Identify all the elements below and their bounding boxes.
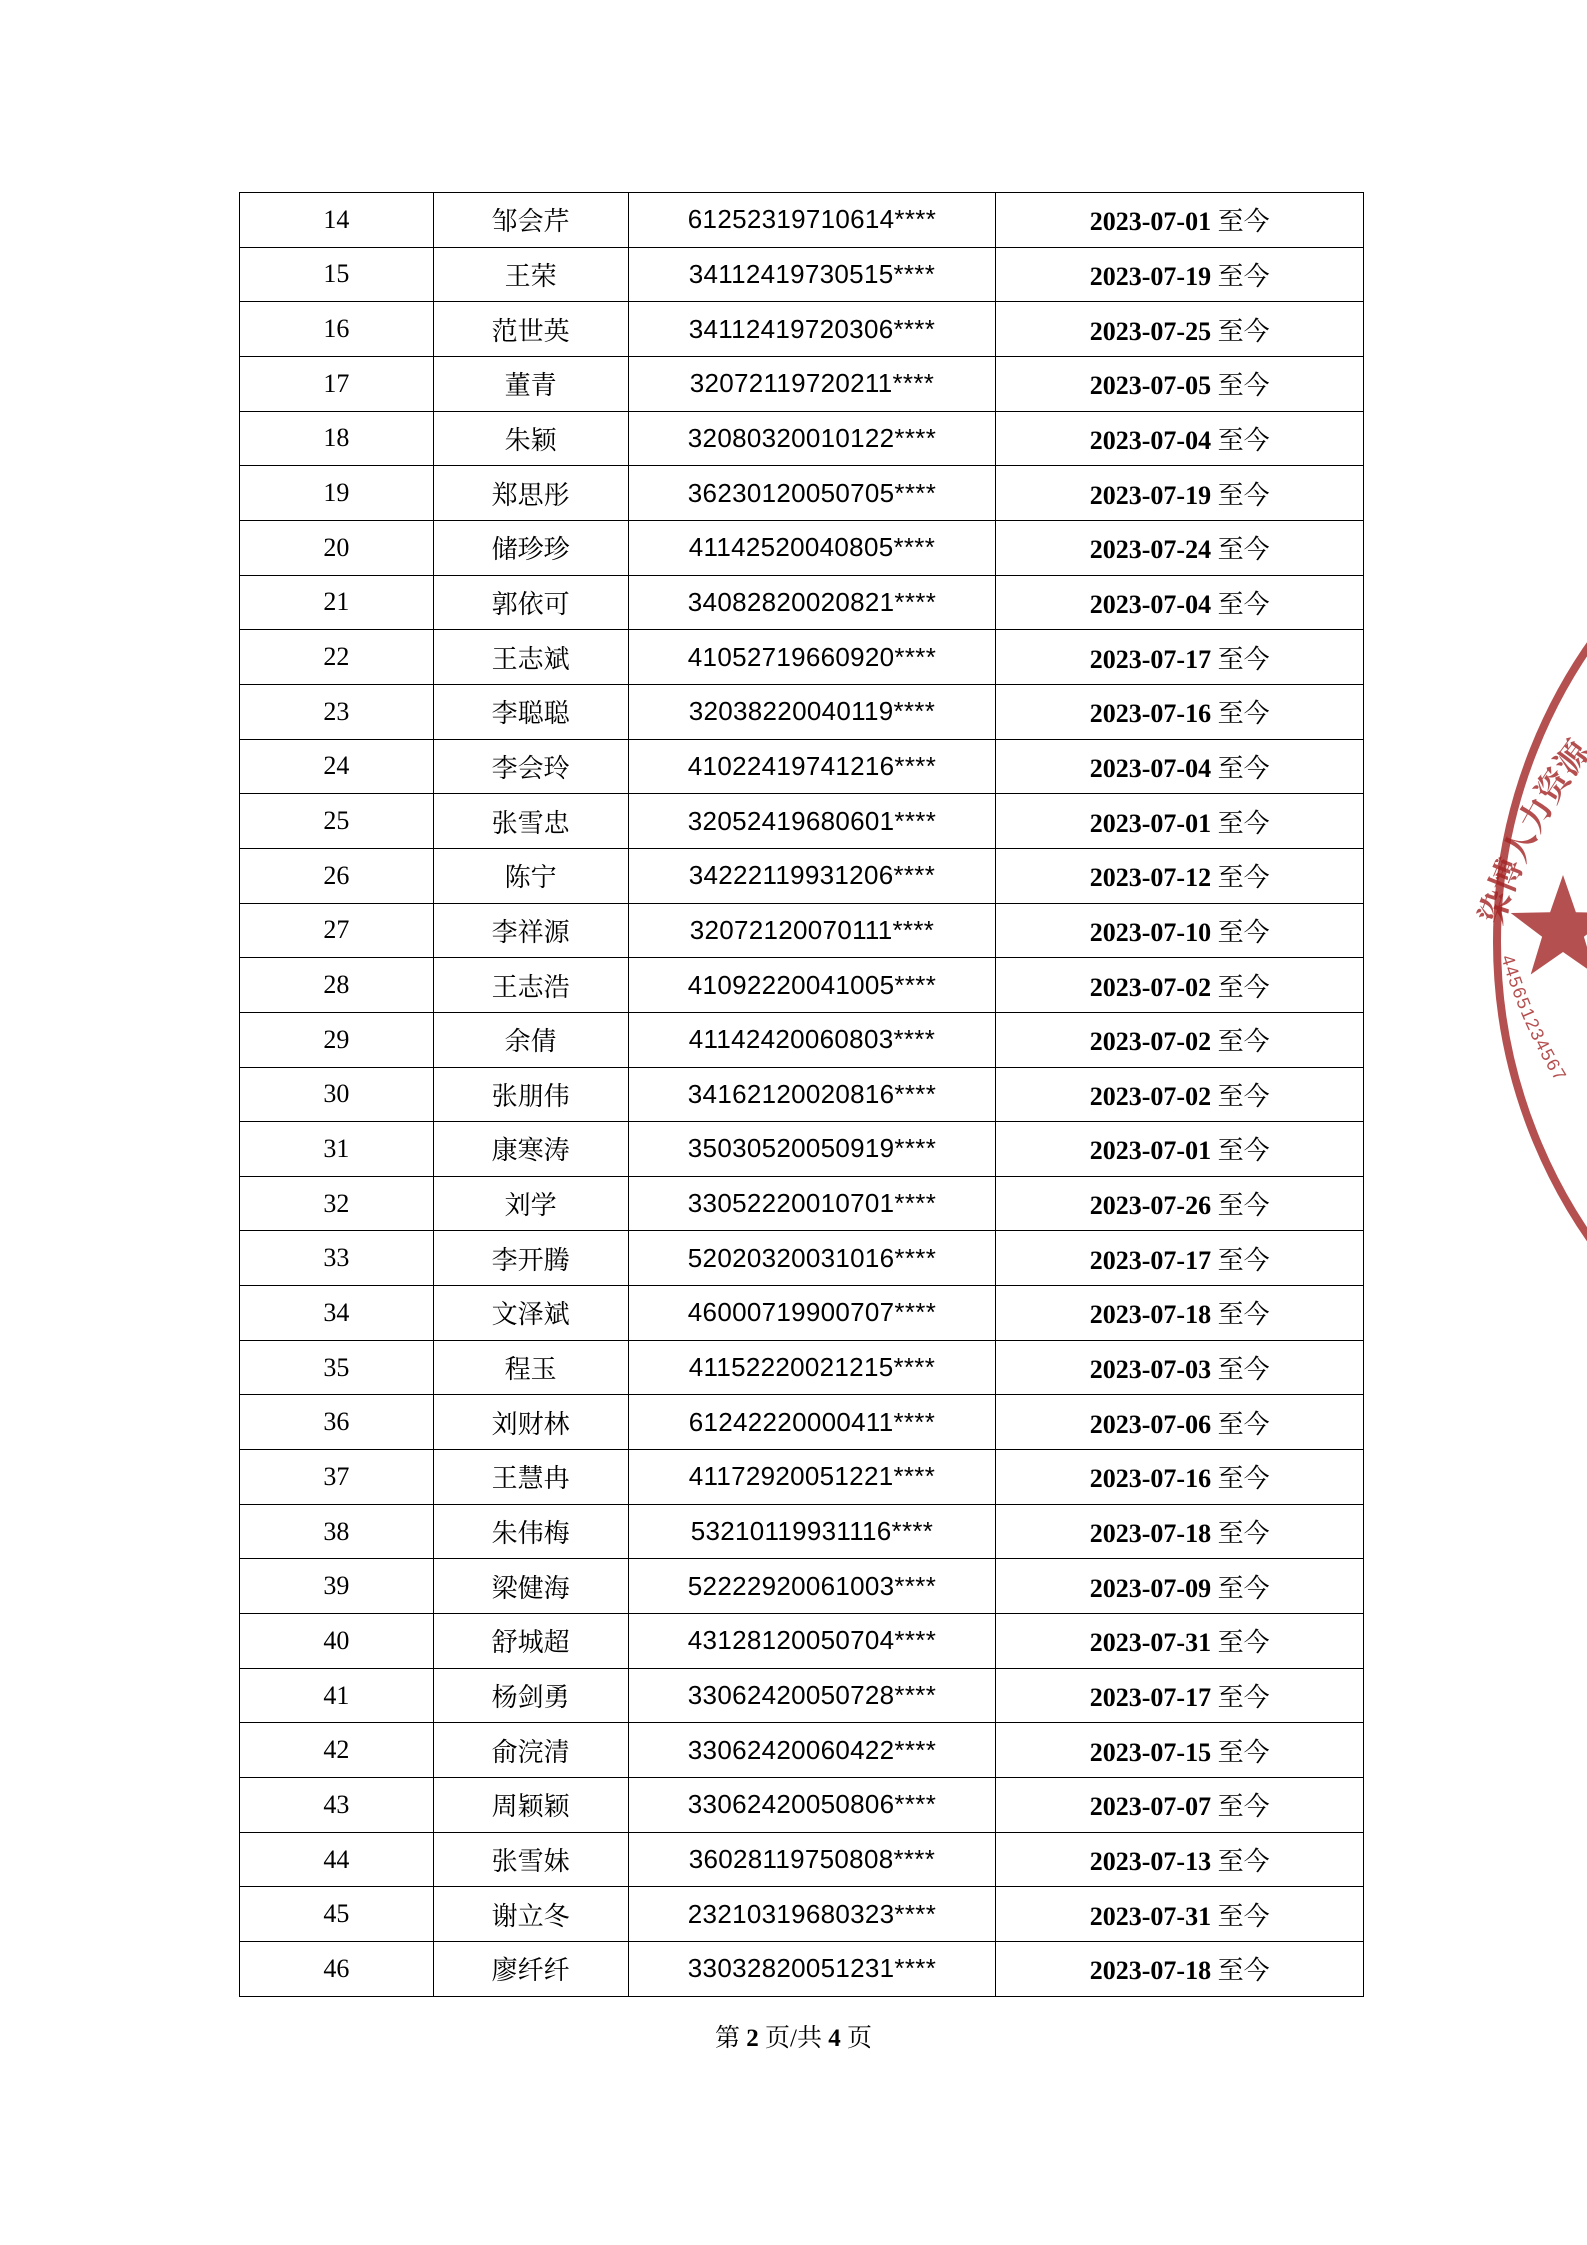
svg-text:445651234567: 445651234567 <box>1497 953 1570 1086</box>
svg-text:染博人力资源: 染博人力资源 <box>1473 732 1587 928</box>
